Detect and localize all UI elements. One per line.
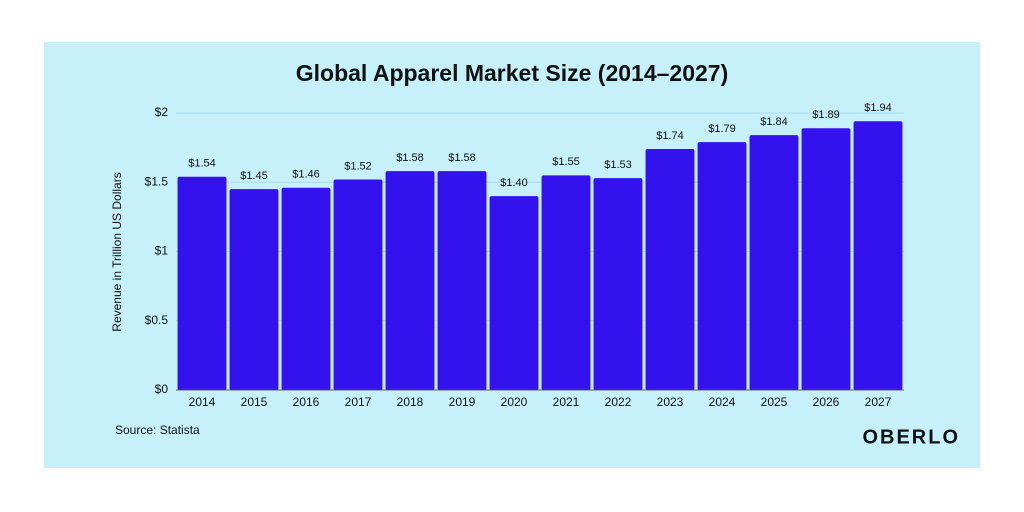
value-label: $1.53 (604, 159, 632, 171)
x-tick-label: 2022 (605, 395, 632, 409)
x-tick-label: 2016 (293, 395, 320, 409)
bar (645, 149, 695, 390)
bar (749, 135, 799, 390)
y-tick-label: $1 (155, 244, 169, 258)
x-tick-label: 2017 (345, 395, 372, 409)
bar (801, 128, 851, 391)
x-tick-label: 2021 (553, 395, 580, 409)
bar (489, 196, 539, 390)
x-tick-label: 2023 (657, 395, 684, 409)
bar (541, 175, 591, 390)
bar (229, 189, 279, 390)
bar (853, 121, 903, 390)
x-tick-label: 2024 (709, 395, 736, 409)
chart-title: Global Apparel Market Size (2014–2027) (296, 60, 729, 86)
value-label: $1.46 (292, 169, 320, 181)
bar (385, 171, 435, 390)
value-label: $1.89 (812, 109, 840, 121)
x-tick-label: 2018 (397, 395, 424, 409)
bar (697, 142, 747, 390)
y-tick-label: $0 (155, 382, 169, 396)
value-label: $1.52 (344, 160, 372, 172)
bar (593, 178, 643, 390)
value-label: $1.74 (656, 130, 684, 142)
source: Source: Statista (115, 423, 200, 437)
y-tick-label: $1.5 (145, 174, 169, 188)
x-tick-label: 2015 (241, 395, 268, 409)
x-tick-label: 2026 (813, 395, 840, 409)
bar (333, 179, 383, 390)
y-tick-label: $0.5 (145, 313, 169, 327)
value-label: $1.45 (240, 170, 268, 182)
bar (281, 187, 331, 390)
x-tick-label: 2027 (865, 395, 892, 409)
x-tick-label: 2020 (501, 395, 528, 409)
value-label: $1.58 (396, 152, 424, 164)
value-label: $1.79 (708, 123, 736, 135)
x-tick-label: 2019 (449, 395, 476, 409)
y-tick-label: $2 (155, 105, 169, 119)
value-label: $1.40 (500, 177, 528, 189)
x-tick-label: 2025 (761, 395, 788, 409)
value-label: $1.54 (188, 158, 216, 170)
brand-logo: OBERLO (862, 426, 960, 448)
x-tick-label: 2014 (189, 395, 216, 409)
y-axis-label: Revenue in Trillion US Dollars (110, 172, 124, 331)
value-label: $1.94 (864, 102, 892, 114)
value-label: $1.84 (760, 116, 788, 128)
bar (437, 171, 487, 390)
value-label: $1.55 (552, 156, 580, 168)
bar (177, 176, 227, 390)
value-label: $1.58 (448, 152, 476, 164)
